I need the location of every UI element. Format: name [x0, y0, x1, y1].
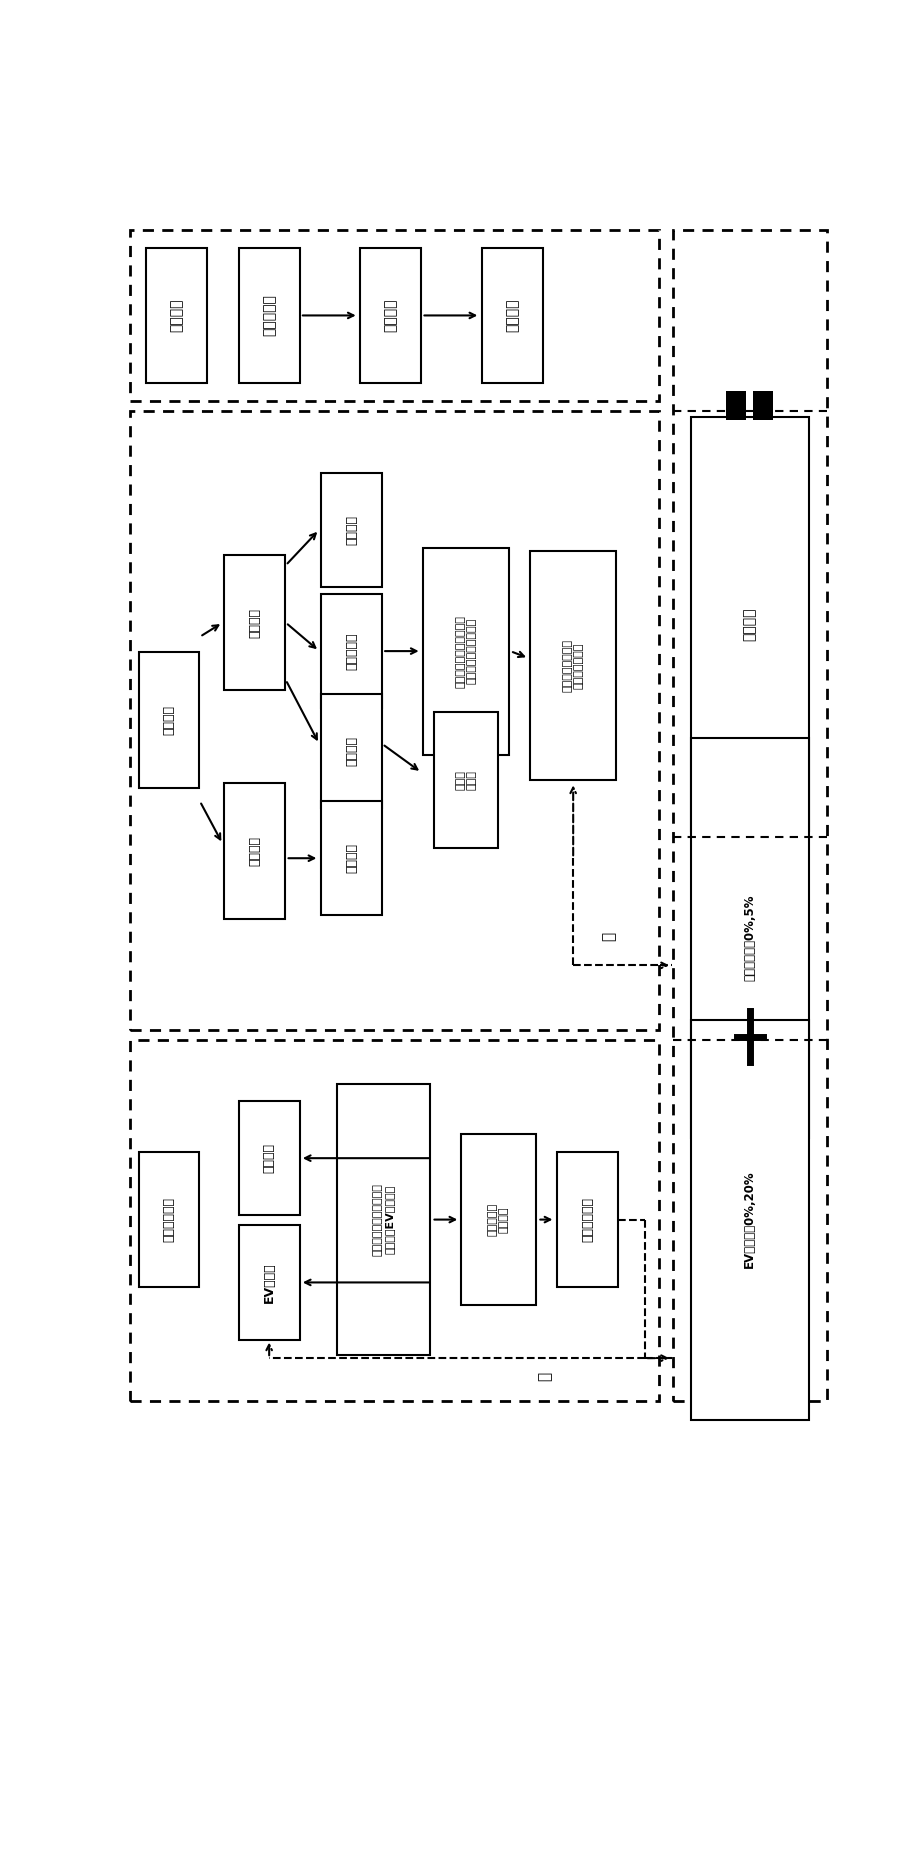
FancyBboxPatch shape — [690, 738, 809, 1139]
Text: 成本约束: 成本约束 — [345, 514, 358, 545]
Text: 不可达
不满足: 不可达 不满足 — [455, 770, 476, 790]
Text: 潮流、传输功率、节点电
压、交压器容量等约束: 潮流、传输功率、节点电 压、交压器容量等约束 — [455, 614, 476, 688]
Text: 约束条件: 约束条件 — [248, 608, 261, 638]
Text: 遗传求解: 遗传求解 — [169, 299, 183, 332]
Text: 变: 变 — [602, 933, 617, 940]
FancyBboxPatch shape — [434, 712, 498, 848]
FancyBboxPatch shape — [461, 1133, 535, 1306]
Bar — [753, 391, 773, 419]
Text: 死亡惩罚: 死亡惩罚 — [384, 299, 398, 332]
FancyBboxPatch shape — [138, 651, 199, 788]
Text: EV保有量: EV保有量 — [263, 1261, 276, 1302]
FancyBboxPatch shape — [557, 1152, 617, 1287]
Text: 配网能接纳同时充
电的最大车辆数: 配网能接纳同时充 电的最大车辆数 — [562, 638, 584, 692]
FancyBboxPatch shape — [239, 247, 300, 384]
Text: 基于马尔科夫链使用轮廓
随机模拟EV出行情况: 基于马尔科夫链使用轮廓 随机模拟EV出行情况 — [373, 1183, 394, 1256]
FancyBboxPatch shape — [224, 783, 285, 918]
Bar — [726, 391, 747, 419]
FancyBboxPatch shape — [321, 473, 382, 586]
Text: 建立模型: 建立模型 — [162, 705, 175, 735]
FancyBboxPatch shape — [337, 1083, 430, 1356]
FancyBboxPatch shape — [146, 247, 207, 384]
Text: 交通约束: 交通约束 — [345, 736, 358, 766]
Text: 充电负荷预测: 充电负荷预测 — [162, 1196, 175, 1243]
Text: 充电需求点
时空分布: 充电需求点 时空分布 — [487, 1204, 509, 1235]
FancyBboxPatch shape — [321, 801, 382, 915]
Text: 变: 变 — [537, 1373, 552, 1382]
FancyBboxPatch shape — [423, 547, 509, 755]
FancyBboxPatch shape — [530, 551, 617, 779]
FancyBboxPatch shape — [482, 247, 543, 384]
Text: 适应度函数: 适应度函数 — [262, 295, 276, 336]
FancyBboxPatch shape — [239, 1102, 300, 1215]
Text: 增长模式: 增长模式 — [743, 607, 757, 640]
Text: 目标函数: 目标函数 — [248, 837, 261, 866]
FancyBboxPatch shape — [224, 555, 285, 690]
FancyBboxPatch shape — [360, 247, 421, 384]
FancyBboxPatch shape — [321, 594, 382, 709]
Text: 行驶特征: 行驶特征 — [263, 1143, 276, 1172]
FancyBboxPatch shape — [321, 694, 382, 809]
FancyBboxPatch shape — [239, 1226, 300, 1339]
FancyBboxPatch shape — [690, 417, 809, 831]
FancyBboxPatch shape — [138, 1152, 199, 1287]
Text: 优化方案: 优化方案 — [506, 299, 520, 332]
Text: 充电负荷曲线: 充电负荷曲线 — [581, 1196, 594, 1243]
Text: 基础负荷增长0%,5%: 基础负荷增长0%,5% — [743, 894, 756, 981]
Text: EV负荷增长0%,20%: EV负荷增长0%,20% — [743, 1171, 756, 1269]
Text: 配电网约束: 配电网约束 — [345, 633, 358, 670]
Text: 成本最低: 成本最低 — [345, 844, 358, 874]
FancyBboxPatch shape — [690, 1020, 809, 1419]
